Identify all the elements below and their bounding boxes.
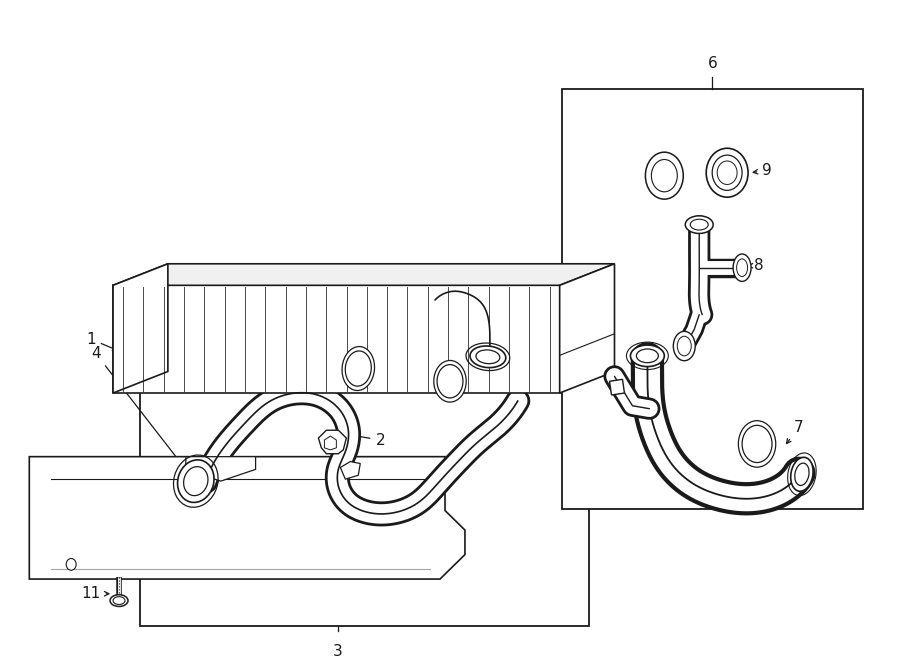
Polygon shape bbox=[113, 264, 615, 286]
Text: 5: 5 bbox=[457, 285, 481, 306]
Polygon shape bbox=[113, 286, 560, 393]
Ellipse shape bbox=[795, 463, 809, 485]
Polygon shape bbox=[324, 436, 337, 450]
Ellipse shape bbox=[652, 159, 678, 192]
Text: 4: 4 bbox=[91, 346, 184, 466]
Ellipse shape bbox=[690, 219, 708, 230]
Ellipse shape bbox=[673, 331, 695, 361]
Ellipse shape bbox=[712, 155, 742, 190]
Ellipse shape bbox=[67, 559, 76, 570]
Polygon shape bbox=[113, 264, 168, 393]
Polygon shape bbox=[319, 430, 346, 453]
Ellipse shape bbox=[346, 351, 372, 386]
Ellipse shape bbox=[734, 254, 752, 282]
Ellipse shape bbox=[434, 360, 466, 402]
Ellipse shape bbox=[645, 152, 683, 199]
Text: 11: 11 bbox=[82, 586, 109, 602]
Ellipse shape bbox=[630, 345, 664, 367]
Ellipse shape bbox=[636, 349, 659, 363]
Text: 2: 2 bbox=[349, 432, 385, 447]
Ellipse shape bbox=[342, 346, 374, 391]
Ellipse shape bbox=[184, 467, 208, 496]
Ellipse shape bbox=[476, 350, 500, 364]
Ellipse shape bbox=[110, 595, 128, 606]
Ellipse shape bbox=[470, 346, 506, 368]
Text: 6: 6 bbox=[707, 56, 717, 71]
Ellipse shape bbox=[791, 457, 813, 491]
Ellipse shape bbox=[685, 215, 713, 233]
Text: 10: 10 bbox=[304, 529, 378, 545]
Bar bbox=[562, 89, 863, 510]
Polygon shape bbox=[560, 264, 615, 393]
Text: 8: 8 bbox=[748, 258, 764, 273]
Text: 1: 1 bbox=[86, 332, 117, 350]
Bar bbox=[140, 367, 590, 626]
Polygon shape bbox=[185, 457, 256, 481]
Ellipse shape bbox=[706, 148, 748, 197]
Ellipse shape bbox=[742, 425, 772, 463]
Ellipse shape bbox=[437, 365, 463, 398]
Ellipse shape bbox=[736, 259, 748, 276]
Ellipse shape bbox=[738, 420, 776, 467]
Ellipse shape bbox=[717, 161, 737, 184]
Text: 3: 3 bbox=[333, 644, 343, 658]
Ellipse shape bbox=[678, 336, 691, 356]
Ellipse shape bbox=[113, 597, 125, 605]
Text: 7: 7 bbox=[787, 420, 804, 444]
Ellipse shape bbox=[177, 460, 214, 502]
Text: 9: 9 bbox=[753, 163, 772, 178]
Polygon shape bbox=[30, 457, 465, 579]
Polygon shape bbox=[609, 379, 625, 395]
Polygon shape bbox=[340, 461, 360, 479]
